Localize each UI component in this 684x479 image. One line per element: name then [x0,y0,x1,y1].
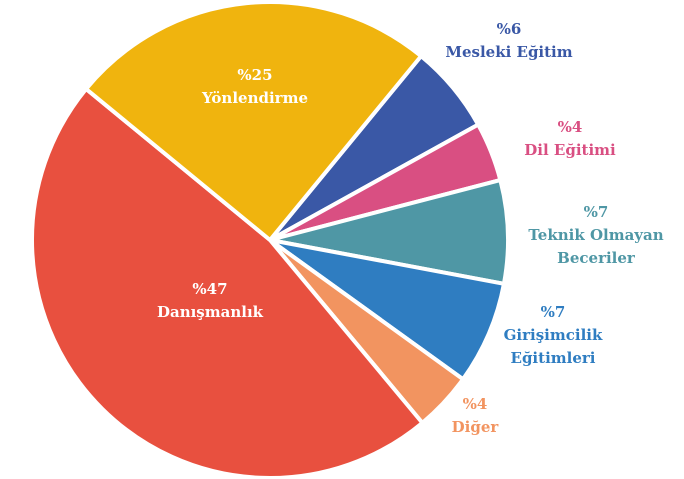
slice-value: %47 [192,280,228,298]
slice-value: %6 [496,20,522,38]
slice-value: %7 [540,303,566,321]
slice-name: Danışmanlık [156,303,264,321]
slice-value: %4 [462,395,488,413]
slice-label: %7 Girişimcilik Eğitimleri [478,301,628,370]
pie-slice [30,86,425,479]
slice-value: %4 [557,118,583,136]
pie-slice [268,238,506,382]
slice-name: Girişimcilik Eğitimleri [503,326,603,367]
slice-value: %25 [237,66,273,84]
slice-label: %4 Diğer [435,393,515,439]
slice-name: Yönlendirme [202,89,308,107]
slice-name: Diğer [451,418,499,436]
slice-value: %7 [583,203,609,221]
slice-label: %7 Teknik Olmayan Beceriler [501,201,684,270]
slice-label: %47 Danışmanlık [120,278,300,324]
slice-name: Teknik Olmayan Beceriler [528,226,664,267]
pie-slice [84,0,424,242]
slice-label: %4 Dil Eğitimi [500,116,640,162]
slice-name: Dil Eğitimi [524,141,616,159]
pie-slice [268,178,510,286]
slice-label: %25 Yönlendirme [165,64,345,110]
slice-name: Mesleki Eğitim [445,43,573,61]
slice-label: %6 Mesleki Eğitim [419,18,599,64]
